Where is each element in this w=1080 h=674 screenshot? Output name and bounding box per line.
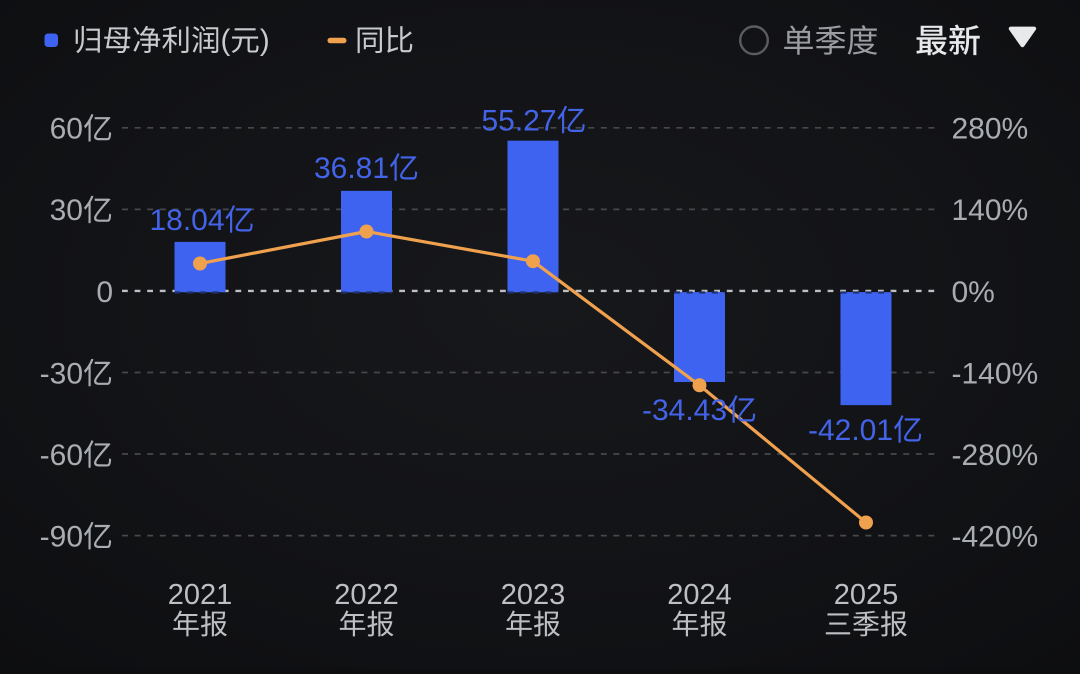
- svg-text:-420%: -420%: [952, 520, 1039, 553]
- svg-text:18.04: 18.04: [149, 204, 224, 237]
- svg-text:-280%: -280%: [952, 439, 1039, 472]
- svg-text:-42.01: -42.01: [808, 414, 893, 447]
- svg-text:30: 30: [50, 194, 83, 227]
- svg-text:-30: -30: [40, 357, 83, 390]
- svg-text:0%: 0%: [952, 276, 995, 309]
- svg-text:-90: -90: [40, 520, 83, 553]
- svg-text:(: (: [221, 24, 231, 57]
- svg-text:2023: 2023: [501, 579, 566, 611]
- svg-text:36.81: 36.81: [314, 152, 389, 185]
- svg-text:140%: 140%: [952, 194, 1029, 227]
- svg-text:2021: 2021: [168, 579, 233, 611]
- svg-text:60: 60: [50, 113, 83, 146]
- svg-text:-140%: -140%: [952, 357, 1039, 390]
- svg-text:-34.43: -34.43: [642, 394, 727, 427]
- svg-text:2024: 2024: [667, 579, 732, 611]
- svg-text:-60: -60: [40, 439, 83, 472]
- svg-text:280%: 280%: [952, 113, 1029, 146]
- svg-text:55.27: 55.27: [481, 104, 556, 137]
- svg-text:2022: 2022: [334, 579, 399, 611]
- svg-text:2025: 2025: [834, 579, 899, 611]
- svg-text:0: 0: [96, 276, 113, 309]
- svg-text:): ): [260, 24, 270, 57]
